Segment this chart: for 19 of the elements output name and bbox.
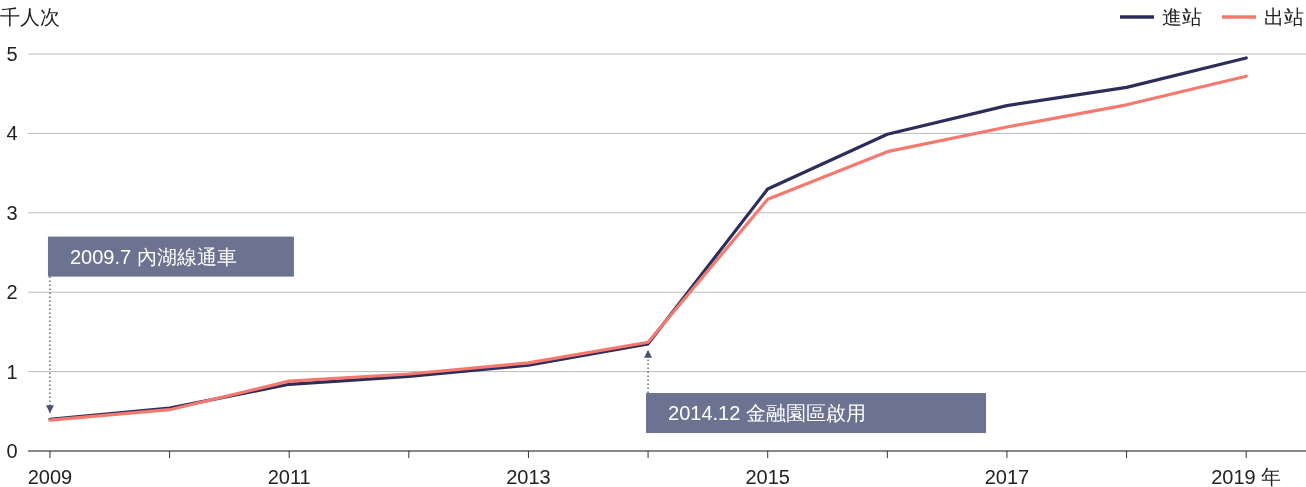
legend-label: 進站 bbox=[1162, 6, 1202, 28]
y-tick-label: 0 bbox=[6, 440, 18, 462]
x-tick-label: 2011 bbox=[267, 466, 311, 487]
x-tick-label: 2015 bbox=[745, 466, 790, 487]
arrow-annotation: 2014.12 金融園區啟用 bbox=[644, 349, 987, 434]
x-tick-label: 2019 年 bbox=[1211, 466, 1282, 487]
x-tick-label: 2013 bbox=[506, 466, 551, 487]
y-tick-label: 1 bbox=[6, 360, 18, 383]
y-axis-title: 千人次 bbox=[0, 6, 60, 28]
arrow-annotation: 2009.7 內湖線通車 bbox=[45, 236, 294, 414]
legend-label: 出站 bbox=[1264, 6, 1304, 28]
annotation: 2009.7 內湖線通車 bbox=[69, 245, 237, 268]
y-tick-label: 4 bbox=[6, 122, 18, 145]
y-tick-label: 3 bbox=[6, 201, 18, 224]
annotation: 2014.12 金融園區啟用 bbox=[668, 402, 866, 425]
y-tick-label: 5 bbox=[6, 43, 18, 65]
x-tick-label: 2009 bbox=[27, 466, 73, 487]
y-tick-label: 2 bbox=[6, 281, 18, 304]
x-tick-label: 2017 bbox=[984, 466, 1030, 487]
